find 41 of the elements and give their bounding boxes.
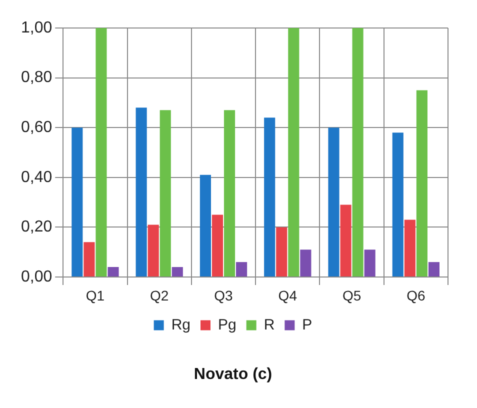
y-tick-label: 0,80: [21, 69, 52, 86]
bar: [404, 220, 416, 276]
y-tick-label: 0,40: [21, 168, 52, 186]
bar: [364, 250, 376, 276]
x-tick-label: Q3: [214, 287, 234, 304]
bar: [136, 108, 147, 276]
y-tick-label: 0,60: [21, 119, 52, 136]
bar: [392, 132, 404, 276]
bar: [340, 204, 352, 276]
legend-label: P: [302, 316, 312, 334]
bar: [108, 267, 119, 276]
bar: [300, 250, 312, 276]
bar: [288, 28, 300, 276]
bar: [84, 242, 95, 276]
x-tick-label: Q1: [86, 287, 105, 304]
y-tick-label: 0,20: [21, 218, 52, 236]
y-tick-label: 0,00: [21, 268, 52, 286]
bar: [148, 224, 159, 276]
x-tick-label: Q5: [342, 287, 362, 304]
legend-label: Pg: [218, 316, 236, 334]
legend-label: R: [264, 316, 275, 334]
bar: [428, 262, 440, 276]
bar: [236, 262, 248, 276]
bar: [328, 128, 340, 276]
y-tick-label: 1,00: [21, 19, 52, 36]
bar: [72, 128, 83, 276]
bar: [352, 28, 364, 276]
bar: [224, 110, 236, 276]
bar: [416, 90, 428, 276]
bar: [212, 214, 224, 276]
text: Novato (c): [194, 366, 272, 383]
x-tick-label: Q2: [150, 287, 169, 304]
legend-label: Rg: [171, 316, 191, 334]
bar: [200, 174, 211, 276]
bar: [160, 110, 171, 276]
bar: [172, 267, 183, 276]
bar: [264, 118, 276, 276]
x-tick-label: Q6: [406, 287, 426, 304]
bar: [96, 28, 107, 276]
bar: [276, 227, 288, 276]
x-tick-label: Q4: [278, 287, 298, 304]
